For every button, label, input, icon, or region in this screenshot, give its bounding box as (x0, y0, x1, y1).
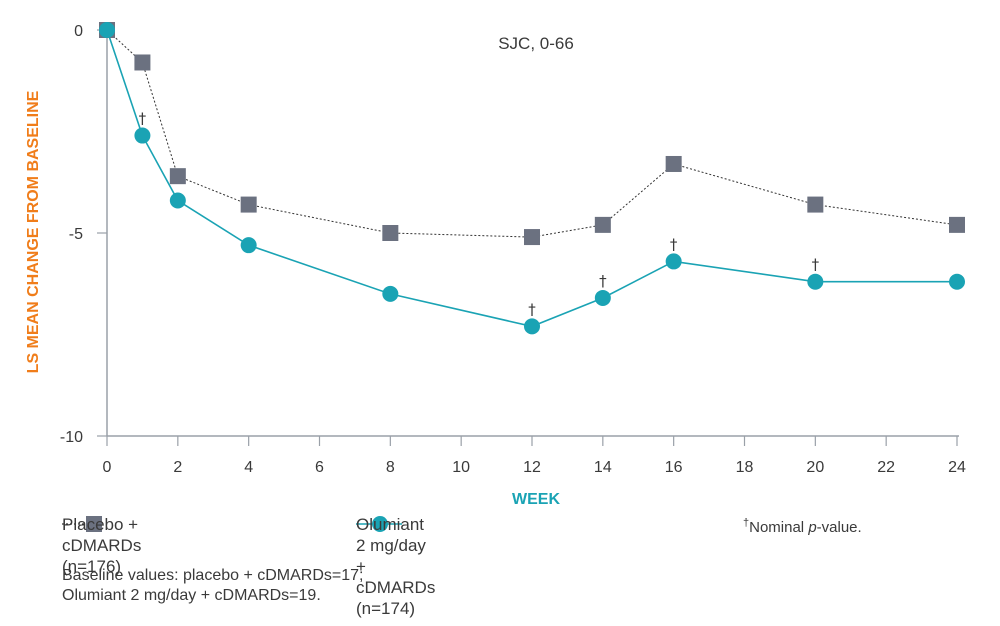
legend-olumiant-label: Olumiant 2 mg/day + cDMARDs (356, 515, 436, 597)
series-line-olumiant (106, 29, 957, 328)
x-tick-label: 22 (877, 459, 895, 476)
footnote-dagger: † (743, 517, 750, 529)
data-point-placebo (949, 216, 965, 233)
x-tick-label: 0 (103, 459, 112, 476)
data-point-olumiant (134, 127, 151, 144)
x-tick-label: 12 (523, 459, 541, 476)
legend-placebo-n: (n=176) (62, 557, 122, 576)
data-point-placebo (240, 196, 257, 213)
x-tick-label: 6 (315, 459, 324, 476)
baseline-note: Baseline values: placebo + cDMARDs=17; O… (62, 566, 364, 606)
dagger-mark: † (599, 272, 607, 290)
legend-item-placebo: Placebo + cDMARDs (n=176) (62, 514, 141, 576)
legend-placebo-label: Placebo + cDMARDs (62, 515, 142, 555)
baseline-note-line2: Olumiant 2 mg/day + cDMARDs=19. (62, 587, 321, 604)
x-tick-label: 2 (173, 459, 182, 476)
data-point-placebo (807, 196, 824, 213)
footnote-p: p (808, 519, 817, 536)
data-point-olumiant (524, 318, 540, 335)
series-layer: † † † † † (99, 22, 965, 335)
dagger-mark: † (528, 300, 536, 318)
data-point-olumiant (169, 192, 186, 209)
x-axis-label: WEEK (512, 491, 560, 508)
y-axis-label: LS MEAN CHANGE FROM BASELINE (25, 90, 42, 373)
x-tick-label: 24 (948, 459, 966, 476)
series-line-placebo (106, 29, 958, 238)
chart-title: SJC, 0-66 (498, 34, 574, 53)
data-point-placebo (382, 225, 399, 241)
dagger-mark: † (812, 256, 820, 274)
x-tick-label: 20 (806, 459, 824, 476)
data-point-placebo (134, 54, 151, 71)
x-tick-label: 4 (244, 459, 253, 476)
data-point-olumiant (382, 285, 399, 302)
x-tick-label: 18 (736, 459, 754, 476)
y-tick-label: -10 (60, 429, 83, 446)
legend-olumiant-n: (n=174) (356, 599, 416, 618)
legend-placebo-symbol (62, 516, 102, 532)
legend-item-olumiant: Olumiant 2 mg/day + cDMARDs (n=174) (356, 514, 435, 618)
dagger-mark: † (139, 110, 147, 128)
x-tick-label: 16 (665, 459, 683, 476)
data-point-placebo (169, 168, 186, 185)
x-tick-label: 10 (452, 459, 470, 476)
data-point-olumiant (240, 237, 257, 254)
x-tick-label: 14 (594, 459, 612, 476)
footnote-suffix: -value. (816, 519, 862, 536)
baseline-note-line1: Baseline values: placebo + cDMARDs=17; (62, 567, 364, 584)
legend-olumiant-symbol (356, 516, 402, 532)
data-point-olumiant (949, 273, 965, 290)
y-tick-label: 0 (74, 23, 83, 40)
data-point-olumiant (807, 273, 824, 290)
y-tick-label: -5 (69, 226, 83, 243)
dagger-mark: † (670, 235, 678, 253)
axes: 0-5-100 2 4 6 8 10 12 14 16 18 20 22 24 (60, 23, 966, 476)
data-point-placebo (524, 229, 540, 246)
footnote-prefix: Nominal (749, 519, 809, 536)
footnote-nominal-p: †Nominal p-value. (743, 517, 862, 536)
data-point-olumiant (99, 22, 115, 38)
x-tick-label: 8 (386, 459, 395, 476)
data-point-olumiant (594, 289, 611, 306)
data-point-olumiant (665, 253, 682, 270)
data-point-placebo (665, 155, 682, 172)
data-point-placebo (594, 216, 611, 233)
